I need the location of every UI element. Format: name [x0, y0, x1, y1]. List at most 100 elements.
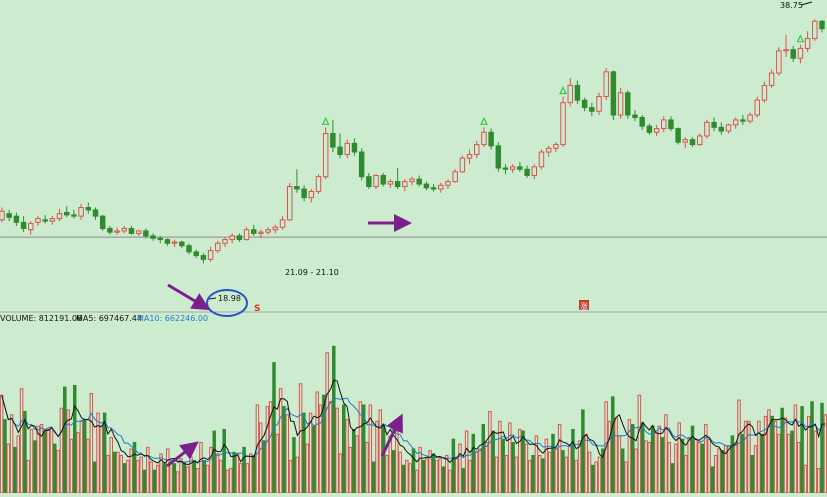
candle-body — [301, 188, 307, 199]
volume-bar — [448, 469, 452, 494]
candle-body — [474, 144, 480, 155]
volume-bar — [750, 455, 755, 494]
volume-bar — [305, 443, 309, 494]
ma5-label: MA5: 697467.44 — [76, 314, 142, 323]
volume-bar — [192, 459, 197, 494]
volume-bar — [239, 463, 243, 494]
volume-bar — [355, 435, 359, 494]
candle-body — [625, 92, 631, 116]
candle-body — [286, 186, 293, 221]
marker-zhang: 涨 — [580, 301, 588, 311]
volume-bar — [687, 437, 691, 494]
candle-body — [675, 128, 681, 143]
candle-body — [553, 144, 559, 149]
volume-bar — [202, 459, 207, 494]
volume-bar — [597, 456, 602, 494]
volume-bar — [13, 446, 17, 494]
volume-bar — [23, 411, 27, 494]
candle-body — [135, 230, 142, 234]
volume-bar — [488, 411, 492, 494]
candle-body — [761, 84, 768, 101]
volume-bar — [292, 437, 296, 494]
volume-bar — [375, 420, 379, 494]
candle-body — [524, 168, 530, 176]
volume-bar — [524, 443, 529, 494]
volume-bar — [518, 428, 522, 494]
volume-bar — [478, 448, 482, 494]
candle-body — [0, 210, 5, 221]
volume-bar — [142, 469, 147, 494]
candle-body — [171, 241, 178, 244]
candle-body — [258, 231, 264, 234]
volume-bar — [146, 446, 150, 494]
ma10-line — [1, 395, 826, 463]
candle-body — [308, 190, 315, 199]
candle-body — [639, 116, 645, 127]
volume-bar — [508, 422, 512, 494]
candle-body — [193, 251, 199, 257]
volume-bar — [717, 448, 721, 494]
volume-bar — [684, 455, 688, 494]
volume-bar — [614, 417, 618, 494]
candle-body — [812, 20, 818, 40]
volume-bar — [219, 459, 223, 494]
candle-body — [819, 20, 825, 30]
volume-bar — [6, 443, 11, 494]
volume-bar — [332, 345, 336, 494]
candle-body — [502, 167, 509, 170]
volume-bar — [760, 433, 764, 494]
volume-bar — [674, 443, 678, 494]
volume-bar — [136, 459, 140, 494]
volume-bar — [511, 441, 515, 494]
volume-bar — [185, 466, 190, 494]
volume-bar — [76, 432, 80, 494]
candle-body — [574, 84, 581, 101]
volume-bar — [823, 414, 827, 494]
volume-bar — [458, 443, 462, 494]
volume-bar — [810, 401, 814, 494]
volume-bar — [634, 448, 638, 494]
volume-bar — [282, 406, 286, 494]
volume-bar — [468, 459, 472, 494]
candle-body — [617, 92, 624, 116]
high-price-pointer — [800, 1, 813, 6]
candle-body — [85, 207, 92, 211]
candle-body — [322, 133, 329, 178]
volume-bar — [388, 435, 392, 494]
volume-bar — [654, 432, 658, 494]
volume-bar — [205, 464, 210, 494]
volume-bar — [607, 420, 612, 494]
volume-bar — [773, 420, 778, 494]
candle-body — [380, 174, 386, 185]
candle-body — [330, 133, 336, 148]
volume-bar — [391, 450, 396, 494]
candle-body — [42, 219, 48, 222]
volume-bar — [86, 438, 90, 494]
volume-bar — [713, 455, 718, 494]
volume-bar — [677, 422, 681, 494]
candle-body — [481, 131, 487, 146]
candle-body — [56, 213, 63, 220]
volume-bar — [215, 453, 220, 494]
volume-bar — [537, 455, 542, 494]
volume-bar — [245, 463, 250, 494]
volume-bar — [777, 433, 781, 494]
volume-bar — [106, 455, 110, 494]
volume-bar — [767, 409, 771, 494]
volume-bar — [481, 424, 485, 494]
candle-body — [438, 184, 444, 190]
volume-bar — [225, 469, 230, 494]
candle-body — [603, 71, 609, 98]
volume-bar — [611, 396, 615, 494]
candlestick-series — [0, 19, 825, 264]
volume-bar — [644, 440, 648, 494]
volume-bar — [109, 437, 114, 494]
volume-bar — [664, 414, 668, 494]
candle-body — [28, 223, 34, 231]
candle-body — [581, 99, 588, 109]
candle-body — [725, 124, 732, 132]
volume-bar — [156, 464, 160, 494]
volume-bar — [325, 352, 329, 494]
volume-bar — [308, 412, 313, 494]
